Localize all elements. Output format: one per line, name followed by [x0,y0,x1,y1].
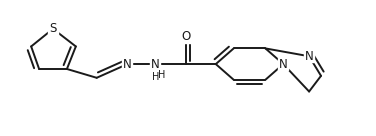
Bar [123,58,132,70]
Bar [156,69,166,81]
Bar [278,58,288,70]
Text: H: H [158,70,165,80]
Bar [48,23,58,35]
Text: O: O [181,30,191,43]
Bar [304,50,314,62]
Bar [181,31,191,43]
Bar [150,58,160,70]
Text: N: N [151,58,160,71]
Bar [150,71,160,83]
Text: N: N [279,58,288,71]
Text: N: N [123,58,132,71]
Text: H: H [152,72,159,82]
Text: S: S [49,22,57,35]
Text: N: N [305,50,314,63]
